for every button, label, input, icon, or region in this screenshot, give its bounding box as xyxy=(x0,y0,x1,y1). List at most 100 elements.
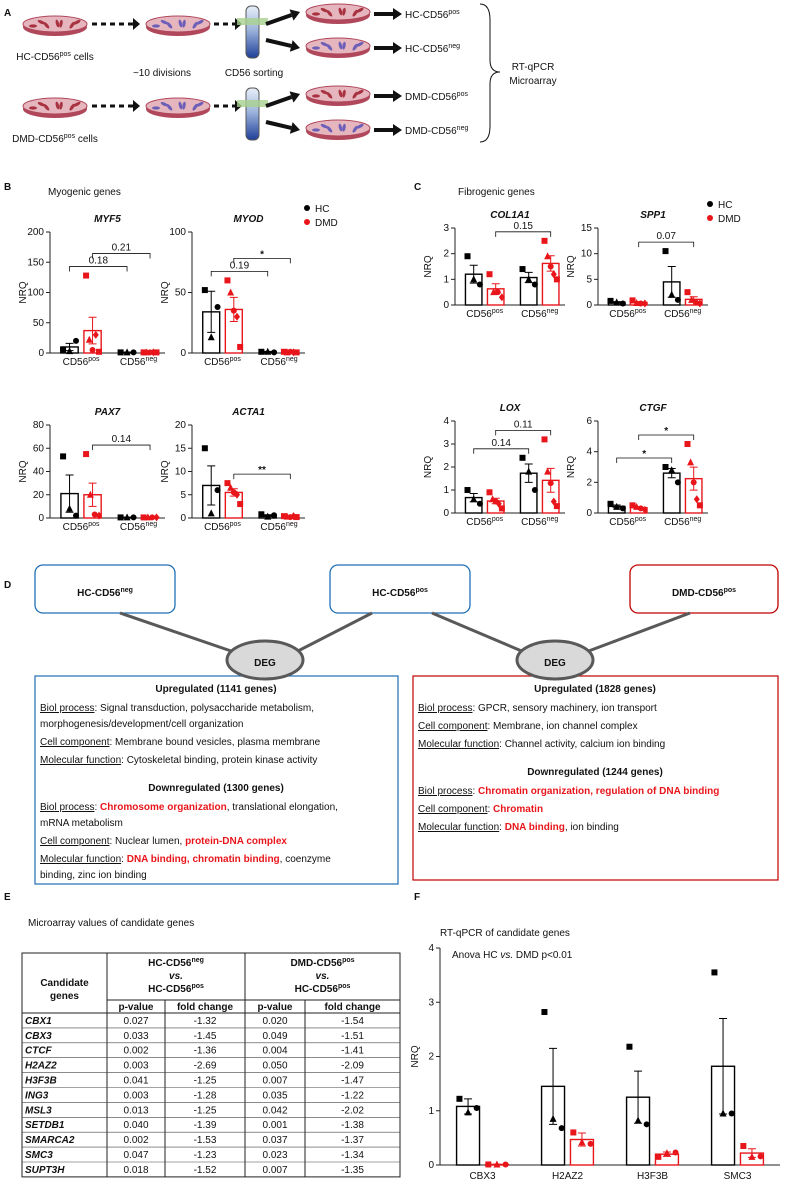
text-part: CD56 xyxy=(63,357,89,368)
data-point xyxy=(641,505,648,514)
arrow xyxy=(265,38,292,48)
y-tick-label: 50 xyxy=(33,318,45,329)
cell xyxy=(69,103,75,111)
y-tick-label: 2 xyxy=(586,477,592,488)
table-cell: 0.018 xyxy=(123,1165,148,1176)
data-point xyxy=(541,436,548,443)
deg-label: DEG xyxy=(254,658,276,669)
table-header: HC-CD56pos xyxy=(148,983,204,995)
text-part: neg xyxy=(286,356,298,363)
text-part: CD56 xyxy=(609,309,635,320)
text-part: pos xyxy=(60,51,72,58)
chart-title: MYF5 xyxy=(94,214,121,225)
item-text: : xyxy=(499,822,505,833)
significance-bracket xyxy=(638,241,695,248)
text-part: Anova HC xyxy=(452,950,500,961)
cell xyxy=(320,123,329,129)
item-text: : xyxy=(487,804,493,815)
arrow-head xyxy=(133,100,140,112)
text-part: neg xyxy=(547,516,559,523)
y-tick-label: 15 xyxy=(175,443,187,454)
dish xyxy=(305,3,371,21)
data-point xyxy=(740,1143,747,1150)
text-part: neg xyxy=(690,516,702,523)
item-line: morphogenesis/development/cell organizat… xyxy=(40,719,243,730)
table-subheader: fold change xyxy=(324,1002,381,1013)
item-label: Molecular function xyxy=(40,854,121,865)
table-header: Candidate xyxy=(40,978,89,989)
significance-bracket xyxy=(233,258,291,264)
data-point xyxy=(641,299,648,308)
connector xyxy=(119,611,235,654)
item-label: Molecular function xyxy=(418,739,499,750)
deg-node xyxy=(515,639,595,681)
legend-marker xyxy=(304,219,310,225)
y-tick-label: 200 xyxy=(27,227,44,238)
text-part: pos xyxy=(338,983,351,990)
text-part: HC-CD56 xyxy=(405,10,449,21)
error-bar xyxy=(207,465,216,506)
x-tick-label: CD56pos xyxy=(466,516,503,528)
data-point xyxy=(476,500,483,507)
y-axis-label: NRQ xyxy=(18,281,29,303)
text-part: HC-CD56 xyxy=(148,958,192,969)
data-point xyxy=(153,349,160,356)
y-tick-label: 5 xyxy=(180,490,186,501)
table-cell: 0.001 xyxy=(262,1120,287,1131)
panel-title: Microarray values of candidate genes xyxy=(28,918,194,929)
cell xyxy=(326,44,333,51)
y-tick-label: 40 xyxy=(33,467,45,478)
significance-bracket xyxy=(233,473,291,480)
text-part: DMD-CD56 xyxy=(290,958,342,969)
y-axis-label: NRQ xyxy=(160,281,171,303)
text-part: HC-CD56 xyxy=(16,52,60,63)
x-tick-label: CD56pos xyxy=(63,521,100,533)
cell xyxy=(59,19,63,28)
chart-title: SPP1 xyxy=(640,210,666,221)
chart-title: CTGF xyxy=(639,403,667,414)
data-point xyxy=(541,1009,548,1016)
text-part: CD56 xyxy=(204,522,230,533)
table-cell: 0.004 xyxy=(262,1046,287,1057)
table-cell: -1.22 xyxy=(341,1090,364,1101)
cell xyxy=(342,41,346,50)
item-line: mRNA metabolism xyxy=(40,818,123,829)
significance-bracket xyxy=(495,231,552,237)
data-point xyxy=(476,281,483,288)
table-cell: 0.002 xyxy=(123,1046,148,1057)
y-tick-label: 20 xyxy=(175,420,187,431)
text-part: pos xyxy=(448,9,460,16)
chart-title: PAX7 xyxy=(95,407,121,418)
table-border xyxy=(21,952,401,1178)
significance-label: ** xyxy=(258,465,266,476)
data-point xyxy=(85,335,93,343)
data-point xyxy=(485,1161,492,1168)
item-line: Molecular function: DNA binding, ion bin… xyxy=(418,822,619,833)
table-cell: -1.51 xyxy=(341,1031,364,1042)
y-tick-label: 0 xyxy=(38,513,44,524)
data-point xyxy=(117,349,124,356)
y-axis-label: NRQ xyxy=(566,456,577,478)
chart-title: COL1A1 xyxy=(490,210,530,221)
item-highlight: Chromatin organization, regulation of DN… xyxy=(478,786,719,797)
table-cell: 0.040 xyxy=(123,1120,148,1131)
data-point xyxy=(498,293,505,302)
cell xyxy=(338,89,343,98)
chart-title: LOX xyxy=(500,403,522,414)
data-point xyxy=(66,504,74,512)
data-point xyxy=(643,1121,650,1128)
data-point xyxy=(629,297,636,304)
data-point xyxy=(547,263,554,270)
y-tick-label: 1 xyxy=(443,485,449,496)
table-cell: 0.049 xyxy=(262,1031,287,1042)
data-point xyxy=(553,503,560,510)
data-point xyxy=(547,480,554,487)
y-axis-label: NRQ xyxy=(18,460,29,482)
item-text: : xyxy=(121,854,127,865)
cell xyxy=(338,7,343,16)
arrow-head xyxy=(289,9,300,21)
gene-name: ING3 xyxy=(25,1090,49,1101)
cell xyxy=(196,101,204,107)
x-tick-label: SMC3 xyxy=(724,1171,752,1182)
table-cell: -1.39 xyxy=(194,1120,217,1131)
